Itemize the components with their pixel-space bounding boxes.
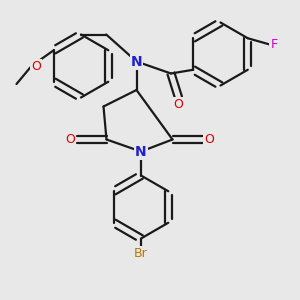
Text: N: N: [131, 55, 142, 68]
Text: Br: Br: [134, 247, 148, 260]
Text: F: F: [270, 38, 278, 52]
Text: O: O: [65, 133, 75, 146]
Text: O: O: [174, 98, 183, 111]
Text: O: O: [204, 133, 214, 146]
Text: O: O: [31, 59, 41, 73]
Text: N: N: [135, 145, 147, 158]
